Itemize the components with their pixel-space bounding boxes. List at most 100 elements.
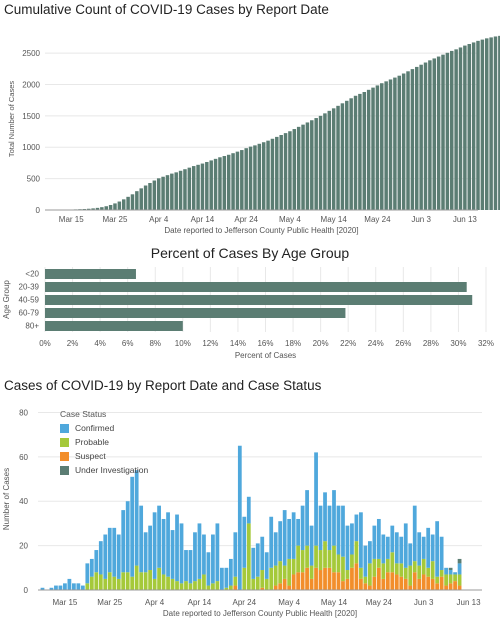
cumulative-bar bbox=[200, 163, 205, 210]
stacked-bar-confirmed bbox=[202, 534, 206, 575]
stacked-bar-suspect bbox=[345, 578, 350, 590]
cumulative-bar bbox=[467, 44, 472, 210]
stacked-bar-probable bbox=[134, 565, 139, 590]
cumulative-bar bbox=[183, 169, 187, 210]
stacked-bar-probable bbox=[336, 554, 341, 573]
stacked-bar-probable bbox=[350, 554, 354, 568]
stacked-bar-suspect bbox=[390, 572, 395, 590]
cumulative-bar bbox=[165, 175, 170, 210]
stacked-bar-confirmed bbox=[251, 547, 256, 579]
stacked-bar-probable bbox=[148, 570, 153, 590]
cumulative-bar bbox=[480, 39, 485, 210]
stacked-bar-suspect bbox=[341, 581, 345, 590]
cumulative-bar bbox=[126, 196, 130, 210]
cumulative-bar bbox=[340, 103, 345, 210]
cumulative-bar bbox=[178, 170, 183, 210]
stacked-bar-confirmed bbox=[305, 490, 309, 546]
stacked-bar-suspect bbox=[408, 585, 413, 590]
cumulative-bar bbox=[143, 185, 148, 210]
stacked-bar-under-investigation bbox=[448, 567, 453, 571]
cumulative-bar bbox=[393, 77, 397, 210]
legend-item-confirmed: Confirmed bbox=[60, 423, 148, 433]
stacked-bar-probable bbox=[170, 578, 175, 590]
stacked-bar-confirmed bbox=[439, 536, 444, 571]
x-tick-label: May 24 bbox=[366, 598, 393, 607]
stacked-bar-suspect bbox=[278, 583, 283, 590]
stacked-bar-suspect bbox=[233, 585, 238, 590]
stacked-bar-probable bbox=[255, 576, 260, 590]
x-tick-label: May 4 bbox=[278, 598, 300, 607]
stacked-bar-confirmed bbox=[408, 543, 413, 566]
stacked-bar-suspect bbox=[403, 578, 408, 590]
stacked-bar-probable bbox=[430, 561, 435, 579]
age-bar bbox=[45, 321, 183, 331]
age-category-label: 60-79 bbox=[19, 309, 40, 318]
stacked-bar-confirmed bbox=[94, 550, 99, 573]
cumulative-bar bbox=[86, 208, 91, 210]
cumulative-bar bbox=[231, 153, 235, 210]
stacked-bar-probable bbox=[412, 561, 417, 573]
stacked-bar-probable bbox=[242, 567, 247, 590]
stacked-bar-probable bbox=[457, 574, 462, 586]
cumulative-bar bbox=[463, 45, 467, 210]
cumulative-bar bbox=[95, 207, 100, 210]
cumulative-bar bbox=[310, 120, 314, 210]
stacked-bar-probable bbox=[112, 576, 117, 590]
stacked-bar-confirmed bbox=[278, 521, 283, 562]
stacked-bar-probable bbox=[85, 583, 90, 590]
stacked-bar-suspect bbox=[318, 570, 323, 590]
stacked-bar-suspect bbox=[417, 578, 422, 590]
stacked-bar-confirmed bbox=[107, 527, 112, 573]
cumulative-bar bbox=[270, 138, 275, 210]
stacked-bar-probable bbox=[98, 574, 103, 590]
stacked-bar-confirmed bbox=[372, 525, 377, 559]
x-tick-label: Mar 15 bbox=[59, 215, 84, 224]
cumulative-bar bbox=[358, 93, 362, 210]
stacked-bar-probable bbox=[367, 563, 372, 586]
cumulative-bar bbox=[266, 140, 270, 210]
stacked-bar-confirmed bbox=[300, 505, 305, 551]
stacked-bar-probable bbox=[215, 581, 220, 590]
stacked-bar-confirmed bbox=[350, 523, 354, 555]
cumulative-bar bbox=[410, 69, 415, 210]
stacked-bar-probable bbox=[354, 541, 359, 564]
stacked-bar-confirmed bbox=[318, 505, 323, 551]
x-tick-label: Apr 4 bbox=[149, 215, 169, 224]
stacked-bar-suspect bbox=[453, 581, 457, 590]
x-tick-label: May 24 bbox=[364, 215, 391, 224]
age-bar bbox=[45, 308, 346, 318]
stacked-bar-probable bbox=[251, 578, 256, 590]
stacked-bar-probable bbox=[282, 565, 287, 579]
stacked-bar-confirmed bbox=[219, 567, 224, 590]
x-tick-label: 14% bbox=[230, 339, 246, 348]
cumulative-bar bbox=[135, 191, 139, 210]
stacked-bar-confirmed bbox=[282, 510, 287, 566]
stacked-bar-confirmed bbox=[54, 585, 58, 590]
stacked-bar-confirmed bbox=[264, 552, 269, 579]
x-tick-label: 0% bbox=[39, 339, 51, 348]
cumulative-bar bbox=[261, 142, 266, 210]
stacked-bar-probable bbox=[390, 552, 395, 573]
cumulative-bar bbox=[331, 108, 336, 210]
cumulative-bar bbox=[279, 135, 283, 210]
cumulative-bar bbox=[384, 81, 388, 211]
cumulative-bar bbox=[380, 83, 384, 210]
stacked-bar-probable bbox=[327, 550, 332, 568]
stacked-bar-probable bbox=[202, 574, 206, 590]
age-category-label: 80+ bbox=[25, 322, 39, 331]
stacked-bar-confirmed bbox=[134, 470, 139, 566]
case-status-legend: Case Status Confirmed Probable Suspect U… bbox=[60, 409, 148, 479]
cumulative-bar bbox=[205, 161, 209, 210]
stacked-bar-suspect bbox=[309, 578, 314, 590]
cumulative-bar bbox=[423, 62, 428, 210]
stacked-bar-confirmed bbox=[170, 530, 175, 579]
stacked-bar-probable bbox=[453, 574, 457, 582]
stacked-bar-confirmed bbox=[453, 572, 457, 575]
stacked-bar-probable bbox=[121, 572, 126, 590]
cumulative-bar bbox=[209, 160, 213, 210]
cumulative-bar bbox=[406, 71, 410, 210]
age-bar bbox=[45, 295, 473, 305]
stacked-bar-suspect bbox=[354, 563, 359, 590]
x-tick-label: 24% bbox=[368, 339, 384, 348]
age-bar bbox=[45, 269, 136, 279]
